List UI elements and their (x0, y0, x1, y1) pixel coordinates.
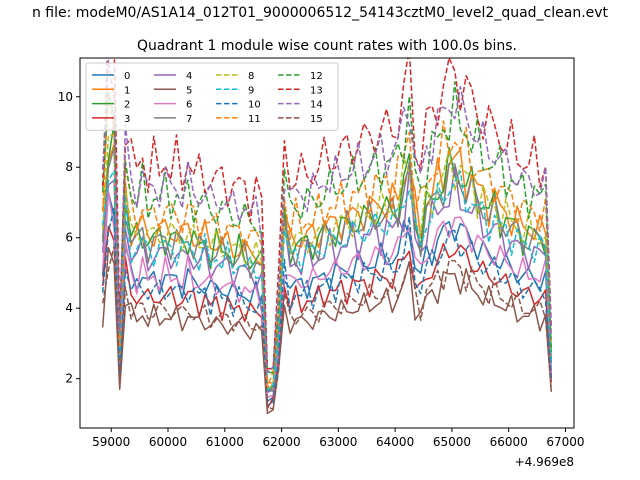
plot-frame (79, 57, 575, 429)
y-tick-label-4: 10 (58, 90, 73, 104)
x-tick-label-4: 63000 (319, 435, 357, 449)
y-tick-label-2: 6 (65, 231, 73, 245)
y-tick-label-1: 4 (65, 301, 73, 315)
series-line-4 (101, 165, 553, 394)
legend-label-11: 11 (248, 114, 261, 125)
legend-label-4: 4 (186, 71, 192, 82)
series-line-9 (101, 169, 553, 392)
x-tick-label-5: 64000 (376, 435, 414, 449)
legend-label-12: 12 (310, 71, 323, 82)
legend-label-14: 14 (310, 100, 323, 111)
series-line-5 (101, 247, 553, 415)
x-tick-label-0: 59000 (92, 435, 130, 449)
figure-suptitle: n file: modeM0/AS1A14_012T01_9000006512_… (32, 5, 609, 21)
series-line-3 (101, 225, 553, 410)
legend-box (85, 62, 339, 131)
legend-label-3: 3 (124, 114, 130, 125)
legend-label-6: 6 (186, 100, 192, 111)
legend-label-15: 15 (310, 114, 323, 125)
legend-label-2: 2 (124, 100, 130, 111)
x-tick-label-7: 66000 (490, 435, 528, 449)
series-line-11 (101, 88, 553, 388)
x-offset-label: +4.969e8 (515, 455, 574, 469)
y-tick-label-3: 8 (65, 160, 73, 174)
series-line-1 (101, 143, 553, 384)
series-line-15 (101, 245, 553, 410)
legend-label-1: 1 (124, 85, 130, 96)
series-line-7 (101, 146, 553, 393)
x-axis: 59000 60000 61000 62000 63000 64000 65000 66000… (92, 428, 585, 449)
legend-label-7: 7 (186, 114, 192, 125)
series-line-8 (101, 134, 553, 392)
x-tick-label-2: 61000 (206, 435, 244, 449)
series-line-13 (101, 58, 553, 370)
y-axis: 2 4 6 8 10 (58, 90, 80, 386)
legend-label-10: 10 (248, 100, 261, 111)
series-layer (101, 58, 553, 415)
x-tick-label-3: 62000 (262, 435, 300, 449)
legend-label-13: 13 (310, 85, 323, 96)
chart-title: Quadrant 1 module wise count rates with … (137, 38, 517, 54)
series-line-6 (101, 190, 553, 399)
legend-label-5: 5 (186, 85, 192, 96)
legend-label-8: 8 (248, 71, 254, 82)
x-tick-label-8: 67000 (546, 435, 584, 449)
legend-label-9: 9 (248, 85, 254, 96)
legend-label-0: 0 (124, 71, 130, 82)
series-line-14 (101, 59, 553, 373)
x-tick-label-1: 60000 (149, 435, 187, 449)
x-tick-label-6: 65000 (433, 435, 471, 449)
series-line-10 (101, 207, 553, 407)
y-tick-label-0: 2 (65, 372, 73, 386)
